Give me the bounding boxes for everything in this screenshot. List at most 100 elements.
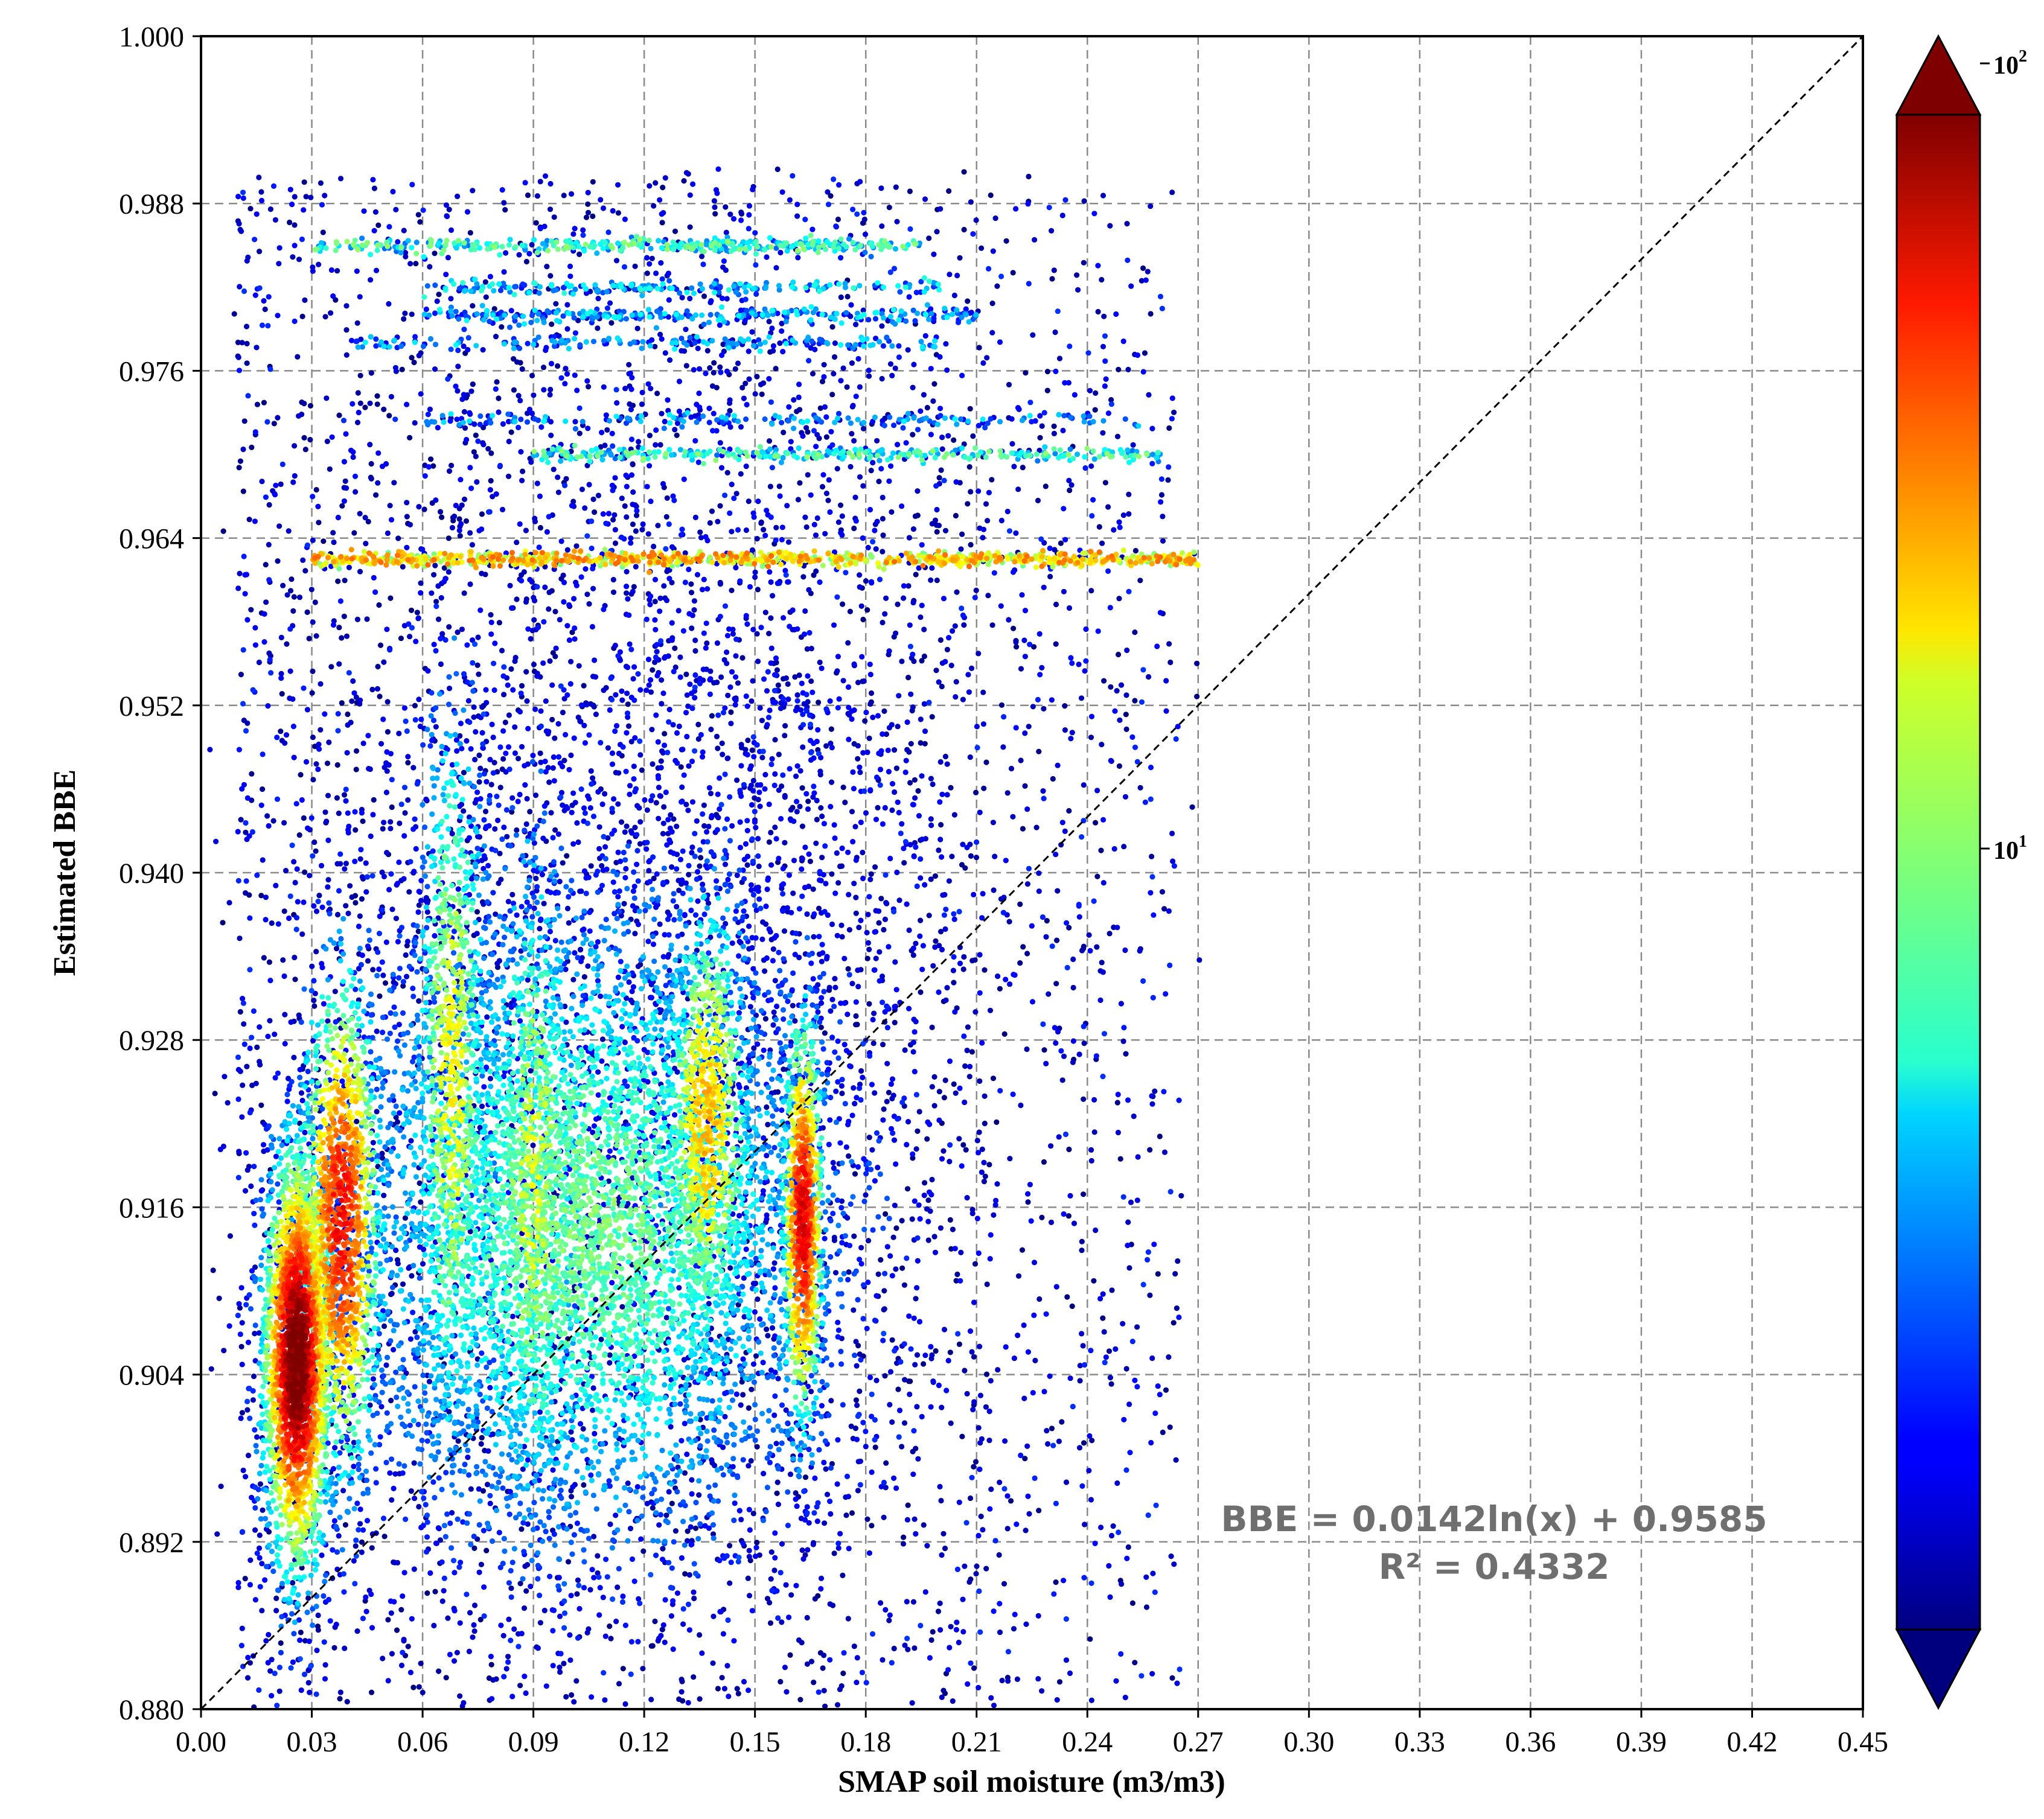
data-point (1099, 277, 1104, 282)
data-point (257, 660, 262, 665)
data-point (857, 765, 862, 770)
data-point (455, 364, 461, 369)
data-point (569, 1692, 574, 1698)
data-point (928, 1208, 933, 1214)
data-point (767, 926, 772, 932)
data-point (384, 789, 389, 795)
data-point (866, 545, 871, 550)
data-point (919, 773, 924, 779)
data-point (820, 1665, 826, 1671)
data-point (759, 718, 765, 723)
data-point (753, 1353, 759, 1359)
data-point (237, 284, 242, 289)
data-point (1039, 665, 1044, 671)
data-point (547, 658, 552, 664)
data-point (708, 727, 714, 732)
data-point (746, 1576, 751, 1581)
data-point (624, 590, 629, 596)
data-point (586, 384, 591, 389)
data-point (968, 1328, 973, 1334)
data-point (855, 1488, 861, 1493)
data-point (910, 1471, 916, 1477)
data-point (720, 264, 726, 270)
data-point (1105, 504, 1111, 509)
data-point (483, 279, 488, 285)
data-point (1067, 605, 1072, 611)
data-point (856, 925, 861, 930)
data-point (902, 1377, 907, 1383)
data-point (954, 679, 959, 684)
data-point (952, 293, 957, 298)
data-point (1150, 1571, 1155, 1576)
data-point (933, 1250, 938, 1255)
data-point (755, 587, 761, 592)
data-point (1043, 934, 1049, 940)
data-point (909, 741, 914, 747)
data-point (569, 1494, 574, 1499)
data-point (1055, 763, 1061, 768)
data-point (401, 833, 407, 838)
data-point (787, 1652, 793, 1658)
data-point (749, 329, 755, 334)
data-point (1077, 914, 1082, 920)
data-point (995, 973, 1000, 979)
data-point (1166, 425, 1172, 431)
data-point (815, 515, 820, 521)
data-point (760, 919, 765, 925)
data-point (1111, 527, 1116, 532)
data-point (647, 261, 652, 267)
data-point (416, 696, 421, 702)
data-point (775, 1480, 781, 1485)
data-point (880, 1117, 886, 1123)
data-point (598, 1337, 604, 1342)
data-point (867, 877, 873, 882)
data-point (1053, 602, 1059, 607)
data-point (1162, 1150, 1167, 1155)
data-point (980, 360, 986, 366)
data-point (734, 491, 739, 496)
data-point (881, 1106, 887, 1112)
data-point (706, 406, 712, 411)
data-point (910, 1216, 915, 1222)
data-point (854, 1680, 859, 1685)
data-point (552, 778, 557, 783)
data-point (697, 1696, 703, 1702)
data-point (310, 538, 316, 543)
data-point (819, 1576, 824, 1581)
data-point (747, 1554, 752, 1559)
data-point (784, 503, 790, 508)
data-point (342, 459, 347, 464)
data-point (1132, 698, 1137, 703)
data-point (531, 661, 537, 667)
data-point (672, 229, 678, 234)
data-point (806, 587, 811, 593)
data-point (764, 688, 770, 693)
data-point (528, 459, 534, 465)
data-point (315, 504, 321, 509)
data-point (770, 1325, 775, 1331)
data-point (266, 542, 272, 547)
data-point (912, 1362, 918, 1368)
data-point (1094, 788, 1100, 793)
data-point (616, 850, 621, 855)
data-point (241, 489, 246, 494)
data-point (596, 846, 602, 852)
data-point (666, 270, 671, 276)
data-point (1039, 1688, 1044, 1693)
data-point (447, 686, 452, 691)
data-point (488, 487, 493, 492)
data-point (252, 1528, 258, 1533)
data-point (363, 541, 368, 546)
data-point (848, 609, 853, 614)
data-point (444, 1675, 449, 1680)
data-point (736, 1691, 741, 1696)
data-point (418, 1661, 424, 1666)
data-point (538, 709, 543, 714)
data-point (593, 712, 599, 717)
data-point (377, 993, 382, 999)
data-point (1055, 1697, 1060, 1703)
data-point (695, 899, 700, 904)
data-point (985, 518, 990, 523)
data-point (1062, 703, 1067, 709)
data-point (228, 1233, 233, 1238)
